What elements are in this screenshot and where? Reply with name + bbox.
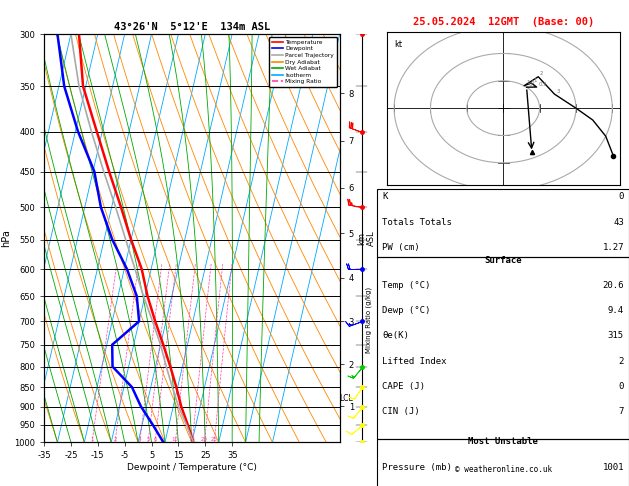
Text: 1: 1: [533, 78, 537, 83]
Y-axis label: km
ASL: km ASL: [357, 230, 376, 246]
Bar: [377, 439, 629, 486]
Text: Dewp (°C): Dewp (°C): [382, 306, 431, 315]
Bar: [377, 258, 629, 439]
Text: Most Unstable: Most Unstable: [468, 437, 538, 447]
Text: 20.6: 20.6: [603, 281, 624, 290]
Text: K: K: [382, 192, 388, 201]
Text: LCL: LCL: [340, 395, 353, 403]
Legend: Temperature, Dewpoint, Parcel Trajectory, Dry Adiabat, Wet Adiabat, Isotherm, Mi: Temperature, Dewpoint, Parcel Trajectory…: [269, 37, 337, 87]
Text: Lifted Index: Lifted Index: [382, 357, 447, 365]
Text: 6: 6: [153, 437, 157, 442]
Text: 9.4: 9.4: [608, 306, 624, 315]
Text: 10: 10: [172, 437, 179, 442]
Y-axis label: hPa: hPa: [1, 229, 11, 247]
Text: 315: 315: [608, 331, 624, 340]
X-axis label: Dewpoint / Temperature (°C): Dewpoint / Temperature (°C): [127, 463, 257, 472]
Text: 20: 20: [201, 437, 208, 442]
Bar: [377, 189, 629, 258]
Text: 0: 0: [618, 382, 624, 391]
Text: © weatheronline.co.uk: © weatheronline.co.uk: [455, 465, 552, 474]
Text: 1: 1: [91, 437, 94, 442]
Text: Totals Totals: Totals Totals: [382, 218, 452, 226]
Text: 1.5: 1.5: [526, 80, 535, 86]
Text: 0.5: 0.5: [538, 82, 547, 87]
Text: PW (cm): PW (cm): [382, 243, 420, 252]
Text: 25.05.2024  12GMT  (Base: 00): 25.05.2024 12GMT (Base: 00): [413, 17, 594, 27]
Text: CIN (J): CIN (J): [382, 407, 420, 416]
Text: 0: 0: [528, 82, 532, 87]
Text: 7: 7: [618, 407, 624, 416]
Text: 4: 4: [138, 437, 142, 442]
Text: 3: 3: [556, 89, 560, 94]
Text: Pressure (mb): Pressure (mb): [382, 463, 452, 472]
Text: 0: 0: [618, 192, 624, 201]
Text: 2: 2: [540, 71, 543, 76]
Text: 25: 25: [211, 437, 218, 442]
Text: 15: 15: [189, 437, 196, 442]
Title: 43°26'N  5°12'E  134m ASL: 43°26'N 5°12'E 134m ASL: [114, 22, 270, 32]
Text: 5: 5: [147, 437, 150, 442]
Text: Surface: Surface: [484, 256, 522, 264]
Text: θe(K): θe(K): [382, 331, 409, 340]
Text: 2: 2: [113, 437, 117, 442]
Text: kt: kt: [394, 40, 402, 49]
Text: 2: 2: [618, 357, 624, 365]
Text: 1001: 1001: [603, 463, 624, 472]
Text: 43: 43: [613, 218, 624, 226]
Text: Temp (°C): Temp (°C): [382, 281, 431, 290]
Text: Mixing Ratio (g/kg): Mixing Ratio (g/kg): [366, 287, 372, 353]
Text: 1.27: 1.27: [603, 243, 624, 252]
Text: CAPE (J): CAPE (J): [382, 382, 425, 391]
